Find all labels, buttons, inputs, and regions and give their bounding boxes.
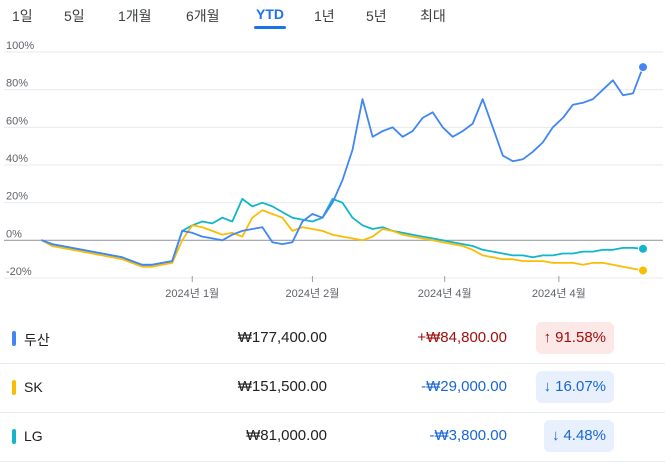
- series-endpoint: [638, 265, 648, 276]
- y-tick-label: 60%: [6, 115, 28, 127]
- percent-value: 16.07%: [555, 378, 606, 395]
- tab-1-month[interactable]: 1개월: [118, 8, 152, 24]
- x-tick-label: 2024년 1월: [165, 287, 219, 300]
- x-tick-label: 2024년 4월: [418, 287, 472, 300]
- stock-name: LG: [24, 428, 43, 444]
- percent-value: 91.58%: [555, 329, 606, 346]
- tab-1-year[interactable]: 1년: [314, 8, 335, 24]
- percent-badge: ↓ 4.48%: [543, 420, 614, 452]
- price-change: -₩29,000.00: [421, 378, 507, 395]
- y-tick-label: 100%: [6, 40, 34, 52]
- stock-price: ₩151,500.00: [237, 378, 327, 395]
- y-tick-label: 40%: [6, 153, 28, 165]
- table-row[interactable]: LG ₩81,000.00 -₩3,800.00 ↓ 4.48%: [0, 412, 665, 462]
- arrow-down-icon: ↓: [551, 427, 560, 444]
- stock-price: ₩177,400.00: [237, 329, 327, 346]
- stock-name: SK: [24, 379, 43, 395]
- series-swatch: [12, 429, 16, 444]
- tab-ytd[interactable]: YTD: [254, 6, 286, 29]
- range-tabs: 1일 5일 1개월 6개월 YTD 1년 5년 최대: [0, 0, 672, 34]
- series-line: [41, 209, 644, 272]
- percent-badge: ↓ 16.07%: [535, 371, 614, 403]
- tab-max[interactable]: 최대: [420, 8, 446, 24]
- stock-price: ₩81,000.00: [246, 427, 327, 444]
- percent-value: 4.48%: [563, 427, 606, 444]
- y-tick-label: 0%: [6, 228, 22, 240]
- arrow-down-icon: ↓: [543, 378, 552, 395]
- price-change: -₩3,800.00: [429, 427, 507, 444]
- series-line: [41, 197, 644, 266]
- x-tick-label: 2024년 4월: [532, 287, 586, 300]
- tab-6-month[interactable]: 6개월: [186, 8, 220, 24]
- series-swatch: [12, 331, 16, 346]
- x-tick-label: 2024년 2월: [286, 287, 340, 300]
- y-tick-label: -20%: [6, 266, 32, 278]
- arrow-up-icon: ↑: [543, 329, 552, 346]
- percent-badge: ↑ 91.58%: [535, 322, 614, 354]
- price-change: +₩84,800.00: [417, 329, 507, 346]
- y-tick-label: 80%: [6, 78, 28, 90]
- series-line: [41, 66, 644, 266]
- comparison-chart[interactable]: -20% 0% 20% 40% 60% 80% 100% 2024년 1월 2024년 2월 20…: [0, 40, 672, 310]
- series-endpoint: [638, 62, 648, 73]
- table-row[interactable]: 두산 ₩177,400.00 +₩84,800.00 ↑ 91.58%: [0, 314, 665, 364]
- y-tick-label: 20%: [6, 191, 28, 203]
- tab-5-day[interactable]: 5일: [64, 8, 85, 24]
- table-row[interactable]: SK ₩151,500.00 -₩29,000.00 ↓ 16.07%: [0, 363, 665, 413]
- series-swatch: [12, 380, 16, 395]
- stock-name: 두산: [24, 332, 50, 348]
- series-endpoint: [638, 243, 648, 254]
- tab-1-day[interactable]: 1일: [12, 8, 33, 24]
- tab-5-year[interactable]: 5년: [366, 8, 387, 24]
